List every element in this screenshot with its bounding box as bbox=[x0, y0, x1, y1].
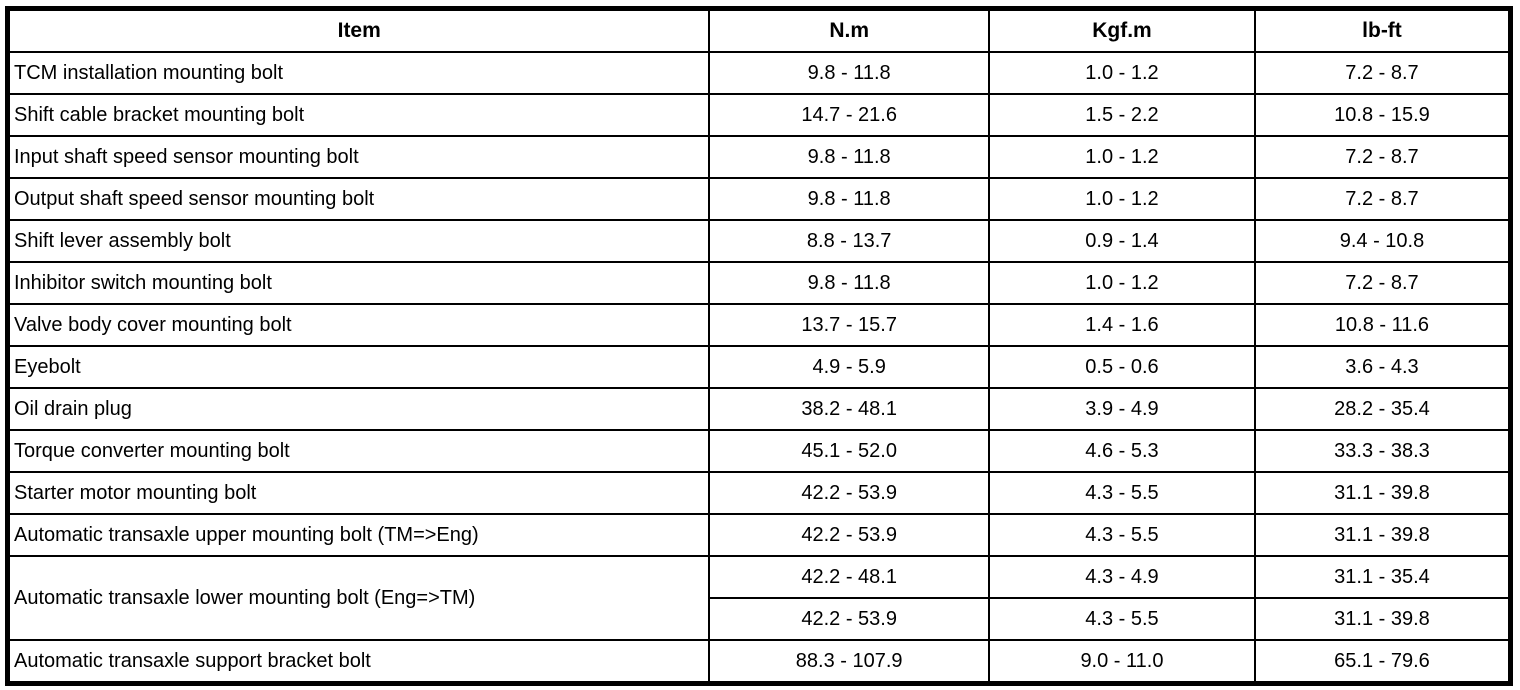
lbft-cell: 31.1 - 35.4 bbox=[1253, 555, 1512, 599]
table-row: Oil drain plug 38.2 - 48.1 3.9 - 4.9 28.… bbox=[6, 387, 1512, 431]
item-cell: Eyebolt bbox=[6, 345, 711, 389]
kgfm-cell: 1.0 - 1.2 bbox=[987, 135, 1256, 179]
kgfm-cell: 1.0 - 1.2 bbox=[987, 51, 1256, 95]
nm-cell: 13.7 - 15.7 bbox=[708, 303, 990, 347]
item-cell: Automatic transaxle support bracket bolt bbox=[6, 639, 711, 685]
table-row: TCM installation mounting bolt 9.8 - 11.… bbox=[6, 51, 1512, 95]
table-row: Shift cable bracket mounting bolt 14.7 -… bbox=[6, 93, 1512, 137]
table-row: Automatic transaxle lower mounting bolt … bbox=[6, 555, 1512, 641]
kgfm-cell: 1.5 - 2.2 bbox=[987, 93, 1256, 137]
nm-cell: 9.8 - 11.8 bbox=[708, 261, 990, 305]
table-row: Automatic transaxle support bracket bolt… bbox=[6, 639, 1512, 685]
nm-cell: 45.1 - 52.0 bbox=[708, 429, 990, 473]
column-header-lbft: lb-ft bbox=[1253, 7, 1512, 53]
lbft-cell: 9.4 - 10.8 bbox=[1253, 219, 1512, 263]
lbft-cell: 7.2 - 8.7 bbox=[1253, 261, 1512, 305]
table-row: Torque converter mounting bolt 45.1 - 52… bbox=[6, 429, 1512, 473]
table-row: Starter motor mounting bolt 42.2 - 53.9 … bbox=[6, 471, 1512, 515]
lbft-cell: 7.2 - 8.7 bbox=[1253, 177, 1512, 221]
table-row: Valve body cover mounting bolt 13.7 - 15… bbox=[6, 303, 1512, 347]
kgfm-cell: 1.0 - 1.2 bbox=[987, 261, 1256, 305]
kgfm-cell: 4.6 - 5.3 bbox=[987, 429, 1256, 473]
table-row: Automatic transaxle upper mounting bolt … bbox=[6, 513, 1512, 557]
column-header-item: Item bbox=[6, 7, 711, 53]
item-cell: Inhibitor switch mounting bolt bbox=[6, 261, 711, 305]
item-cell: Oil drain plug bbox=[6, 387, 711, 431]
nm-cell: 14.7 - 21.6 bbox=[708, 93, 990, 137]
lbft-cell: 7.2 - 8.7 bbox=[1253, 51, 1512, 95]
table-row: Inhibitor switch mounting bolt 9.8 - 11.… bbox=[6, 261, 1512, 305]
nm-cell: 88.3 - 107.9 bbox=[708, 639, 990, 685]
item-cell: Input shaft speed sensor mounting bolt bbox=[6, 135, 711, 179]
lbft-cell: 7.2 - 8.7 bbox=[1253, 135, 1512, 179]
lbft-cell: 31.1 - 39.8 bbox=[1253, 597, 1512, 641]
nm-cell: 42.2 - 48.1 bbox=[708, 555, 990, 599]
item-cell: Automatic transaxle upper mounting bolt … bbox=[6, 513, 711, 557]
item-cell: Valve body cover mounting bolt bbox=[6, 303, 711, 347]
lbft-cell: 10.8 - 15.9 bbox=[1253, 93, 1512, 137]
kgfm-cell: 4.3 - 5.5 bbox=[987, 513, 1256, 557]
nm-cell: 38.2 - 48.1 bbox=[708, 387, 990, 431]
lbft-cell: 33.3 - 38.3 bbox=[1253, 429, 1512, 473]
item-cell: Starter motor mounting bolt bbox=[6, 471, 711, 515]
kgfm-cell: 1.4 - 1.6 bbox=[987, 303, 1256, 347]
kgfm-cell: 4.3 - 4.9 bbox=[987, 555, 1256, 599]
item-cell: TCM installation mounting bolt bbox=[6, 51, 711, 95]
lbft-cell: 65.1 - 79.6 bbox=[1253, 639, 1512, 685]
nm-cell: 9.8 - 11.8 bbox=[708, 135, 990, 179]
item-cell: Shift cable bracket mounting bolt bbox=[6, 93, 711, 137]
nm-cell: 42.2 - 53.9 bbox=[708, 597, 990, 641]
kgfm-cell: 0.5 - 0.6 bbox=[987, 345, 1256, 389]
kgfm-cell: 9.0 - 11.0 bbox=[987, 639, 1256, 685]
nm-cell: 9.8 - 11.8 bbox=[708, 51, 990, 95]
table-row: 42.2 - 53.9 4.3 - 5.5 31.1 - 39.8 bbox=[8, 597, 1512, 641]
item-cell: Output shaft speed sensor mounting bolt bbox=[6, 177, 711, 221]
lbft-cell: 3.6 - 4.3 bbox=[1253, 345, 1512, 389]
torque-spec-table: Item N.m Kgf.m lb-ft TCM installation mo… bbox=[5, 6, 1513, 686]
kgfm-cell: 1.0 - 1.2 bbox=[987, 177, 1256, 221]
nm-cell: 9.8 - 11.8 bbox=[708, 177, 990, 221]
nm-cell: 42.2 - 53.9 bbox=[708, 513, 990, 557]
table-row: Shift lever assembly bolt 8.8 - 13.7 0.9… bbox=[6, 219, 1512, 263]
table-row: Output shaft speed sensor mounting bolt … bbox=[6, 177, 1512, 221]
nm-cell: 8.8 - 13.7 bbox=[708, 219, 990, 263]
item-cell-merged: Automatic transaxle lower mounting bolt … bbox=[6, 555, 711, 641]
lbft-cell: 31.1 - 39.8 bbox=[1253, 513, 1512, 557]
lbft-cell: 31.1 - 39.8 bbox=[1253, 471, 1512, 515]
nm-cell: 42.2 - 53.9 bbox=[708, 471, 990, 515]
table-row: Input shaft speed sensor mounting bolt 9… bbox=[6, 135, 1512, 179]
column-header-nm: N.m bbox=[708, 7, 990, 53]
kgfm-cell: 4.3 - 5.5 bbox=[987, 471, 1256, 515]
kgfm-cell: 3.9 - 4.9 bbox=[987, 387, 1256, 431]
kgfm-cell: 0.9 - 1.4 bbox=[987, 219, 1256, 263]
item-cell: Shift lever assembly bolt bbox=[6, 219, 711, 263]
kgfm-cell: 4.3 - 5.5 bbox=[987, 597, 1256, 641]
item-cell: Torque converter mounting bolt bbox=[6, 429, 711, 473]
table-header-row: Item N.m Kgf.m lb-ft bbox=[6, 7, 1512, 53]
column-header-kgfm: Kgf.m bbox=[987, 7, 1256, 53]
nm-cell: 4.9 - 5.9 bbox=[708, 345, 990, 389]
table-row: Eyebolt 4.9 - 5.9 0.5 - 0.6 3.6 - 4.3 bbox=[6, 345, 1512, 389]
lbft-cell: 28.2 - 35.4 bbox=[1253, 387, 1512, 431]
lbft-cell: 10.8 - 11.6 bbox=[1253, 303, 1512, 347]
